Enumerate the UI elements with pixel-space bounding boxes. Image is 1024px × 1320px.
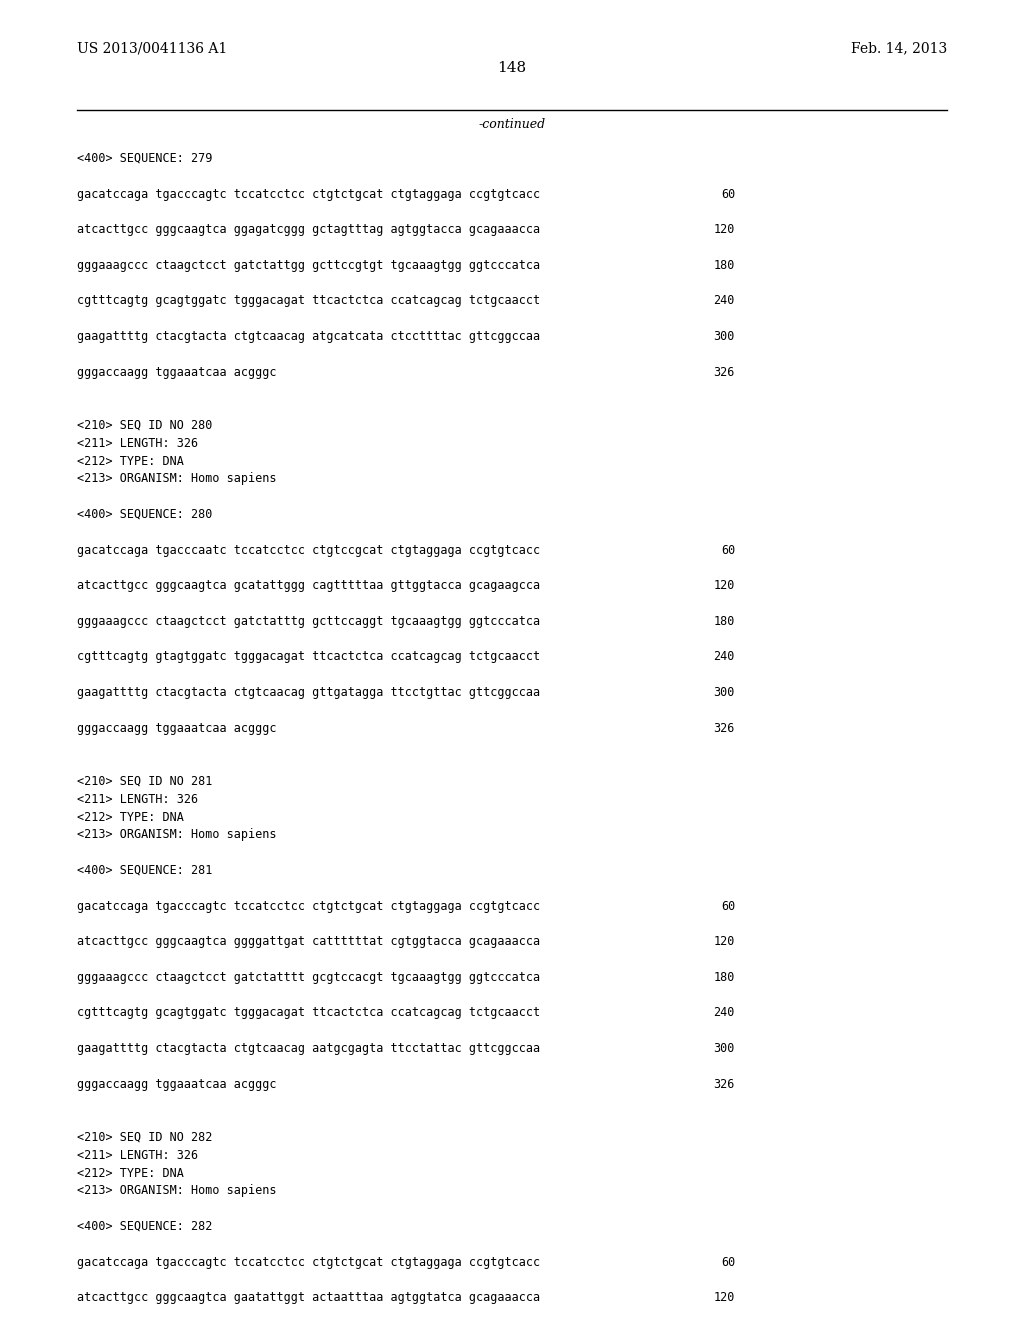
Text: <210> SEQ ID NO 280: <210> SEQ ID NO 280 xyxy=(77,418,212,432)
Text: <212> TYPE: DNA: <212> TYPE: DNA xyxy=(77,810,184,824)
Text: <211> LENGTH: 326: <211> LENGTH: 326 xyxy=(77,793,198,805)
Text: cgtttcagtg gtagtggatc tgggacagat ttcactctca ccatcagcag tctgcaacct: cgtttcagtg gtagtggatc tgggacagat ttcactc… xyxy=(77,651,540,664)
Text: atcacttgcc gggcaagtca ggagatcggg gctagtttag agtggtacca gcagaaacca: atcacttgcc gggcaagtca ggagatcggg gctagtt… xyxy=(77,223,540,236)
Text: 60: 60 xyxy=(721,900,735,912)
Text: <400> SEQUENCE: 279: <400> SEQUENCE: 279 xyxy=(77,152,212,165)
Text: 120: 120 xyxy=(714,1291,735,1304)
Text: 300: 300 xyxy=(714,686,735,700)
Text: 326: 326 xyxy=(714,366,735,379)
Text: gacatccaga tgacccagtc tccatcctcc ctgtctgcat ctgtaggaga ccgtgtcacc: gacatccaga tgacccagtc tccatcctcc ctgtctg… xyxy=(77,900,540,912)
Text: gaagattttg ctacgtacta ctgtcaacag gttgatagga ttcctgttac gttcggccaa: gaagattttg ctacgtacta ctgtcaacag gttgata… xyxy=(77,686,540,700)
Text: <211> LENGTH: 326: <211> LENGTH: 326 xyxy=(77,437,198,450)
Text: 148: 148 xyxy=(498,61,526,75)
Text: 60: 60 xyxy=(721,187,735,201)
Text: <400> SEQUENCE: 280: <400> SEQUENCE: 280 xyxy=(77,508,212,521)
Text: gaagattttg ctacgtacta ctgtcaacag atgcatcata ctccttttac gttcggccaa: gaagattttg ctacgtacta ctgtcaacag atgcatc… xyxy=(77,330,540,343)
Text: <210> SEQ ID NO 282: <210> SEQ ID NO 282 xyxy=(77,1131,212,1144)
Text: 300: 300 xyxy=(714,330,735,343)
Text: <210> SEQ ID NO 281: <210> SEQ ID NO 281 xyxy=(77,775,212,788)
Text: US 2013/0041136 A1: US 2013/0041136 A1 xyxy=(77,41,227,55)
Text: gggaaagccc ctaagctcct gatctatttg gcttccaggt tgcaaagtgg ggtcccatca: gggaaagccc ctaagctcct gatctatttg gcttcca… xyxy=(77,615,540,628)
Text: gacatccaga tgacccagtc tccatcctcc ctgtctgcat ctgtaggaga ccgtgtcacc: gacatccaga tgacccagtc tccatcctcc ctgtctg… xyxy=(77,1255,540,1269)
Text: gggaccaagg tggaaatcaa acgggc: gggaccaagg tggaaatcaa acgggc xyxy=(77,366,276,379)
Text: -continued: -continued xyxy=(478,117,546,131)
Text: 180: 180 xyxy=(714,259,735,272)
Text: 240: 240 xyxy=(714,294,735,308)
Text: <212> TYPE: DNA: <212> TYPE: DNA xyxy=(77,1167,184,1180)
Text: gggaaagccc ctaagctcct gatctattgg gcttccgtgt tgcaaagtgg ggtcccatca: gggaaagccc ctaagctcct gatctattgg gcttccg… xyxy=(77,259,540,272)
Text: 180: 180 xyxy=(714,615,735,628)
Text: gggaccaagg tggaaatcaa acgggc: gggaccaagg tggaaatcaa acgggc xyxy=(77,722,276,735)
Text: 300: 300 xyxy=(714,1041,735,1055)
Text: <400> SEQUENCE: 281: <400> SEQUENCE: 281 xyxy=(77,865,212,876)
Text: <213> ORGANISM: Homo sapiens: <213> ORGANISM: Homo sapiens xyxy=(77,1184,276,1197)
Text: 60: 60 xyxy=(721,1255,735,1269)
Text: 120: 120 xyxy=(714,579,735,593)
Text: 120: 120 xyxy=(714,935,735,948)
Text: Feb. 14, 2013: Feb. 14, 2013 xyxy=(851,41,947,55)
Text: cgtttcagtg gcagtggatc tgggacagat ttcactctca ccatcagcag tctgcaacct: cgtttcagtg gcagtggatc tgggacagat ttcactc… xyxy=(77,294,540,308)
Text: atcacttgcc gggcaagtca gcatattggg cagtttttaa gttggtacca gcagaagcca: atcacttgcc gggcaagtca gcatattggg cagtttt… xyxy=(77,579,540,593)
Text: gacatccaga tgacccagtc tccatcctcc ctgtctgcat ctgtaggaga ccgtgtcacc: gacatccaga tgacccagtc tccatcctcc ctgtctg… xyxy=(77,187,540,201)
Text: gggaccaagg tggaaatcaa acgggc: gggaccaagg tggaaatcaa acgggc xyxy=(77,1077,276,1090)
Text: <213> ORGANISM: Homo sapiens: <213> ORGANISM: Homo sapiens xyxy=(77,829,276,841)
Text: atcacttgcc gggcaagtca gaatattggt actaatttaa agtggtatca gcagaaacca: atcacttgcc gggcaagtca gaatattggt actaatt… xyxy=(77,1291,540,1304)
Text: 180: 180 xyxy=(714,970,735,983)
Text: <400> SEQUENCE: 282: <400> SEQUENCE: 282 xyxy=(77,1220,212,1233)
Text: atcacttgcc gggcaagtca ggggattgat cattttttat cgtggtacca gcagaaacca: atcacttgcc gggcaagtca ggggattgat cattttt… xyxy=(77,935,540,948)
Text: 326: 326 xyxy=(714,1077,735,1090)
Text: 240: 240 xyxy=(714,651,735,664)
Text: gaagattttg ctacgtacta ctgtcaacag aatgcgagta ttcctattac gttcggccaa: gaagattttg ctacgtacta ctgtcaacag aatgcga… xyxy=(77,1041,540,1055)
Text: <213> ORGANISM: Homo sapiens: <213> ORGANISM: Homo sapiens xyxy=(77,473,276,486)
Text: gacatccaga tgacccaatc tccatcctcc ctgtccgcat ctgtaggaga ccgtgtcacc: gacatccaga tgacccaatc tccatcctcc ctgtccg… xyxy=(77,544,540,557)
Text: cgtttcagtg gcagtggatc tgggacagat ttcactctca ccatcagcag tctgcaacct: cgtttcagtg gcagtggatc tgggacagat ttcactc… xyxy=(77,1006,540,1019)
Text: 326: 326 xyxy=(714,722,735,735)
Text: 60: 60 xyxy=(721,544,735,557)
Text: gggaaagccc ctaagctcct gatctatttt gcgtccacgt tgcaaagtgg ggtcccatca: gggaaagccc ctaagctcct gatctatttt gcgtcca… xyxy=(77,970,540,983)
Text: 120: 120 xyxy=(714,223,735,236)
Text: 240: 240 xyxy=(714,1006,735,1019)
Text: <211> LENGTH: 326: <211> LENGTH: 326 xyxy=(77,1148,198,1162)
Text: <212> TYPE: DNA: <212> TYPE: DNA xyxy=(77,454,184,467)
